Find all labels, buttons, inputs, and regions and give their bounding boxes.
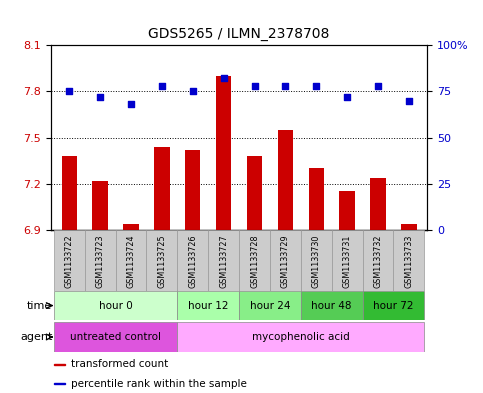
Point <box>189 88 197 94</box>
Bar <box>370 178 386 230</box>
Bar <box>55 364 65 365</box>
Bar <box>363 291 425 320</box>
Bar <box>301 230 332 291</box>
Bar <box>340 191 355 230</box>
Bar <box>54 322 177 352</box>
Text: GSM1133733: GSM1133733 <box>404 235 413 288</box>
Text: GSM1133732: GSM1133732 <box>373 235 383 288</box>
Bar <box>270 230 301 291</box>
Bar <box>247 156 262 230</box>
Bar <box>363 230 394 291</box>
Point <box>405 97 413 104</box>
Point <box>282 83 289 89</box>
Bar <box>92 181 108 230</box>
Point <box>96 94 104 100</box>
Bar <box>401 224 417 230</box>
Text: hour 72: hour 72 <box>373 301 414 310</box>
Point <box>251 83 258 89</box>
Text: GSM1133729: GSM1133729 <box>281 235 290 288</box>
Bar <box>55 383 65 384</box>
Bar <box>239 230 270 291</box>
Text: GSM1133727: GSM1133727 <box>219 235 228 288</box>
Bar <box>177 291 239 320</box>
Point <box>374 83 382 89</box>
Bar <box>332 230 363 291</box>
Bar <box>394 230 425 291</box>
Text: percentile rank within the sample: percentile rank within the sample <box>71 378 246 389</box>
Text: untreated control: untreated control <box>70 332 161 342</box>
Text: GSM1133723: GSM1133723 <box>96 235 105 288</box>
Bar <box>54 291 177 320</box>
Bar <box>301 291 363 320</box>
Bar <box>61 156 77 230</box>
Point <box>313 83 320 89</box>
Point <box>158 83 166 89</box>
Bar <box>123 224 139 230</box>
Text: GSM1133728: GSM1133728 <box>250 235 259 288</box>
Text: GSM1133724: GSM1133724 <box>127 235 136 288</box>
Text: mycophenolic acid: mycophenolic acid <box>252 332 350 342</box>
Point <box>65 88 73 94</box>
Bar <box>185 150 200 230</box>
Bar <box>154 147 170 230</box>
Text: GSM1133722: GSM1133722 <box>65 235 74 288</box>
Bar <box>278 130 293 230</box>
Point <box>127 101 135 107</box>
Bar <box>309 168 324 230</box>
Bar <box>177 322 425 352</box>
Point <box>220 75 227 82</box>
Bar <box>146 230 177 291</box>
Text: agent: agent <box>20 332 52 342</box>
Text: GSM1133730: GSM1133730 <box>312 235 321 288</box>
Bar <box>216 76 231 230</box>
Title: GDS5265 / ILMN_2378708: GDS5265 / ILMN_2378708 <box>148 28 330 41</box>
Text: hour 24: hour 24 <box>250 301 290 310</box>
Bar <box>115 230 146 291</box>
Bar <box>239 291 301 320</box>
Text: time: time <box>27 301 52 310</box>
Text: GSM1133725: GSM1133725 <box>157 235 166 288</box>
Text: transformed count: transformed count <box>71 359 168 369</box>
Text: hour 12: hour 12 <box>188 301 228 310</box>
Bar <box>85 230 115 291</box>
Point <box>343 94 351 100</box>
Text: GSM1133731: GSM1133731 <box>342 235 352 288</box>
Bar <box>177 230 208 291</box>
Bar <box>54 230 85 291</box>
Bar <box>208 230 239 291</box>
Text: hour 0: hour 0 <box>99 301 132 310</box>
Text: hour 48: hour 48 <box>312 301 352 310</box>
Text: GSM1133726: GSM1133726 <box>188 235 197 288</box>
